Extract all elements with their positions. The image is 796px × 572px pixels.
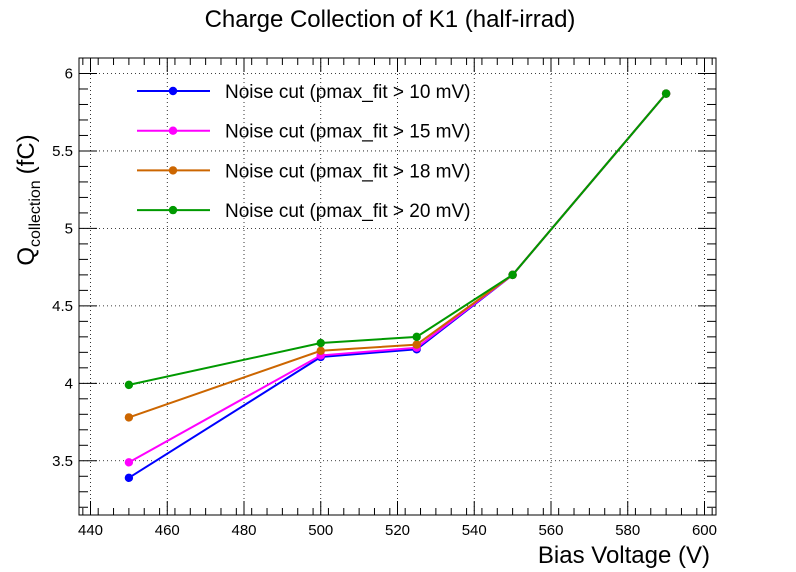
data-point — [124, 473, 134, 483]
legend-marker — [168, 86, 178, 96]
y-axis-label-sub: collection — [27, 180, 44, 247]
data-point — [412, 332, 421, 342]
y-tick-label: 3.5 — [52, 453, 73, 470]
data-point — [316, 338, 325, 348]
x-axis-label: Bias Voltage (V) — [538, 542, 710, 569]
data-point — [124, 413, 134, 422]
y-tick-label: 4 — [65, 375, 73, 392]
y-tick-label: 4.5 — [52, 298, 73, 315]
x-tick-label: 540 — [462, 522, 487, 539]
legend-marker — [168, 166, 178, 175]
legend-marker — [168, 126, 178, 135]
data-point — [316, 346, 325, 355]
x-tick-label: 500 — [308, 522, 333, 539]
data-point — [661, 89, 671, 98]
legend: Noise cut (pmax_fit > 10 mV) Noise cut (p… — [137, 82, 471, 222]
x-tick-label: 600 — [692, 522, 717, 539]
x-tick-label: 480 — [231, 522, 256, 539]
y-axis-label-unit: (fC) — [13, 134, 40, 174]
legend-marker — [168, 205, 178, 215]
x-tick-label: 520 — [385, 522, 410, 539]
y-tick-label: 6 — [65, 65, 73, 82]
data-point — [508, 270, 517, 280]
legend-label: Noise cut (pmax_fit > 20 mV) — [225, 201, 471, 222]
y-tick-label: 5 — [65, 220, 73, 237]
x-tick-label: 460 — [155, 522, 180, 539]
data-point — [412, 340, 421, 349]
data-point — [124, 380, 134, 390]
legend-label: Noise cut (pmax_fit > 15 mV) — [225, 122, 471, 143]
data-point — [124, 458, 134, 467]
axes: 440 460 480 500 520 540 560 580 600 3.5 4 4.5 5 5.5 6 — [52, 57, 717, 539]
chart-title: Charge Collection of K1 (half-irrad) — [205, 6, 576, 33]
grid — [79, 58, 716, 515]
y-tick-label: 5.5 — [52, 143, 73, 160]
x-tick-label: 580 — [615, 522, 640, 539]
y-axis-label-main: Q — [13, 247, 40, 266]
series-layer — [124, 89, 671, 483]
y-axis-label: Qcollection (fC) — [13, 134, 44, 265]
x-tick-label: 560 — [538, 522, 563, 539]
x-tick-label: 440 — [78, 522, 103, 539]
legend-label: Noise cut (pmax_fit > 18 mV) — [225, 161, 471, 182]
legend-label: Noise cut (pmax_fit > 10 mV) — [225, 82, 471, 103]
